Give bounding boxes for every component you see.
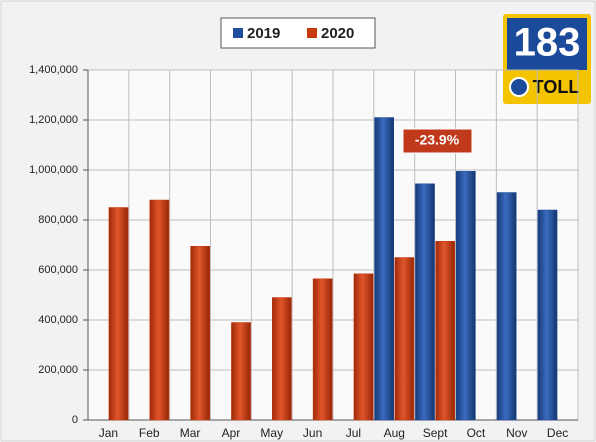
y-tick-label: 1,200,000 [29,114,78,126]
logo-number: 183 [514,21,581,65]
bar [394,257,415,421]
y-tick-label: 400,000 [38,314,78,326]
y-tick-label: 1,400,000 [29,64,78,76]
bar [374,117,394,421]
bar [537,209,558,421]
logo-icon [509,77,529,97]
x-tick-label: Jun [303,426,322,440]
bar [455,171,476,421]
legend: 2019 2020 [220,17,376,49]
bar [190,246,211,421]
x-tick-label: Jan [99,426,118,440]
bar [353,273,374,421]
x-tick-label: Oct [467,426,486,440]
y-tick-label: 200,000 [38,364,78,376]
x-tick-label: Aug [384,426,405,440]
bar [272,297,292,421]
legend-swatch [233,28,243,38]
x-tick-label: Apr [222,426,241,440]
bar [312,278,333,421]
legend-label: 2020 [321,25,354,42]
bar [496,192,517,421]
x-tick-label: Dec [547,426,568,440]
logo-text: TOLL [533,77,580,97]
annotation-box [402,128,473,154]
annotation: -23.9% [415,132,460,148]
bar [415,183,435,421]
y-tick-label: 600,000 [38,264,78,276]
logo: 183 TOLL [503,14,591,104]
x-tick-label: Sept [423,426,448,440]
x-tick-label: May [260,426,283,440]
bar [231,322,251,421]
x-tick-label: Jul [346,426,361,440]
bar [108,207,129,421]
logo-top [507,18,587,70]
legend-swatch [307,28,317,38]
y-tick-label: 1,000,000 [29,164,78,176]
legend-box [220,17,376,49]
y-tick-label: 800,000 [38,214,78,226]
x-tick-label: Mar [180,426,201,440]
bar [149,199,170,421]
bar [435,241,456,421]
x-tick-label: Nov [506,426,527,440]
y-tick-label: 0 [72,414,78,426]
legend-label: 2019 [247,25,280,42]
x-tick-label: Feb [139,426,160,440]
